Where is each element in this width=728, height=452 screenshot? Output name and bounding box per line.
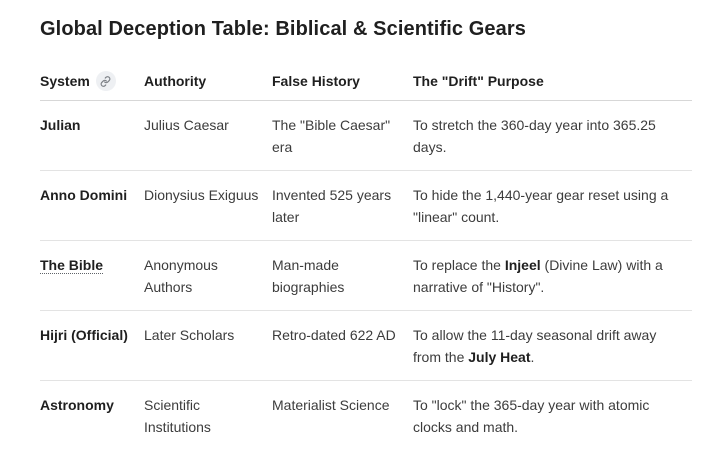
purpose-text: To replace the <box>413 257 505 273</box>
table-title: Global Deception Table: Biblical & Scien… <box>40 18 526 40</box>
table-row: Julian Julius Caesar The "Bible Caesar" … <box>40 100 692 171</box>
table-row: Astronomy Scientific Institutions Materi… <box>40 381 692 451</box>
cell-system: Anno Domini <box>40 170 144 241</box>
cell-purpose: To allow the 11-day seasonal drift away … <box>413 310 692 381</box>
cell-purpose: To "lock" the 365-day year with atomic c… <box>413 381 692 451</box>
cell-false-history: Man-made biographies <box>272 240 413 311</box>
link-icon[interactable] <box>95 71 116 91</box>
cell-false-history: Materialist Science <box>272 397 390 413</box>
purpose-text: To hide the 1,440-year gear reset using … <box>413 187 669 225</box>
cell-system: The Bible <box>40 240 144 311</box>
cell-authority: Dionysius Exiguus <box>144 170 272 241</box>
cell-system: Astronomy <box>40 397 114 413</box>
cell-purpose: To hide the 1,440-year gear reset using … <box>413 170 692 241</box>
purpose-bold-text: Injeel <box>504 257 541 273</box>
header-drift-purpose: The "Drift" Purpose <box>413 62 692 101</box>
cell-system: Hijri (Official) <box>40 310 144 381</box>
header-system-label: System <box>40 73 90 89</box>
cell-purpose: To stretch the 360-day year into 365.25 … <box>413 100 692 171</box>
purpose-text: To allow the 11-day seasonal drift away … <box>413 327 657 365</box>
header-authority: Authority <box>144 62 272 101</box>
cell-authority: Julius Caesar <box>144 100 272 171</box>
deception-table: System Authority False History The "Drif… <box>40 62 692 450</box>
header-system: System <box>40 62 144 101</box>
cell-false-history: Invented 525 years later <box>272 170 413 241</box>
purpose-text-tail: (Divine Law) with a narrative of "Histor… <box>413 257 663 295</box>
cell-false-history: Retro-dated 622 AD <box>272 310 413 381</box>
table-header-row: System Authority False History The "Drif… <box>40 62 692 101</box>
table-row: The Bible Anonymous Authors Man-made bio… <box>40 240 692 311</box>
table-row: Hijri (Official) Later Scholars Retro-da… <box>40 310 692 381</box>
cell-purpose: To replace the Injeel (Divine Law) with … <box>413 240 692 311</box>
cell-authority: Anonymous Authors <box>144 240 272 311</box>
purpose-text-tail: . <box>530 349 535 365</box>
cell-false-history: The "Bible Caesar" era <box>272 100 413 171</box>
purpose-bold-text: July Heat <box>468 349 531 365</box>
cell-system: Julian <box>40 100 144 171</box>
purpose-text: To "lock" the 365-day year with atomic c… <box>413 397 650 435</box>
cell-authority: Later Scholars <box>144 310 272 381</box>
cell-authority: Scientific Institutions <box>144 397 211 435</box>
table-row: Anno Domini Dionysius Exiguus Invented 5… <box>40 170 692 241</box>
purpose-text: To stretch the 360-day year into 365.25 … <box>413 117 656 155</box>
the-bible-link[interactable]: The Bible <box>40 257 104 274</box>
header-false-history: False History <box>272 62 413 101</box>
